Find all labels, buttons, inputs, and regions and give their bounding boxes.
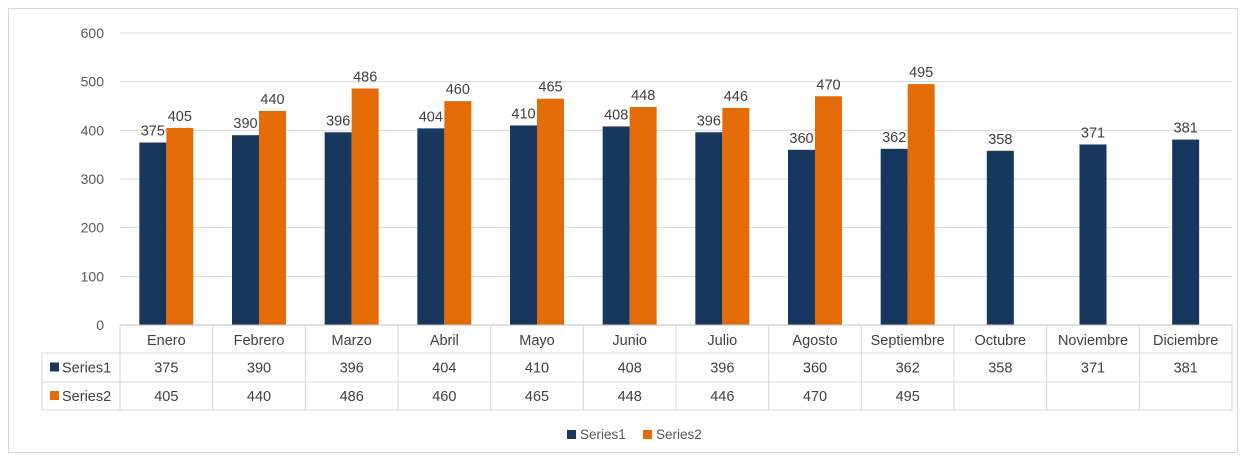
category-label: Diciembre <box>1153 333 1218 349</box>
bar-series2 <box>259 110 286 325</box>
table-cell: 465 <box>525 389 549 405</box>
table-cell: 470 <box>803 389 827 405</box>
table-cell: 408 <box>618 361 642 377</box>
table-cell: 375 <box>154 361 178 377</box>
category-label: Febrero <box>234 333 285 349</box>
data-label: 408 <box>604 107 628 123</box>
data-label: 375 <box>141 124 165 140</box>
data-label: 460 <box>446 82 470 98</box>
table-cell: 410 <box>525 361 549 377</box>
table-cell: 448 <box>618 389 642 405</box>
data-label: 396 <box>697 113 721 129</box>
table-series-name: Series1 <box>62 361 111 377</box>
category-label: Enero <box>147 333 186 349</box>
table-cell: 358 <box>988 361 1012 377</box>
bar-series1 <box>510 125 537 325</box>
category-label: Septiembre <box>871 333 945 349</box>
y-tick-label: 200 <box>81 220 105 236</box>
table-cell: 381 <box>1174 361 1198 377</box>
category-label: Octubre <box>975 333 1027 349</box>
bar-series1 <box>695 132 723 325</box>
bar-series2 <box>629 106 657 326</box>
legend-swatch-series1 <box>567 430 576 439</box>
category-label: Julio <box>707 333 737 349</box>
data-label: 448 <box>631 88 655 104</box>
table-cell: 460 <box>432 389 456 405</box>
y-tick-label: 400 <box>81 122 105 138</box>
bar-series2 <box>444 101 472 325</box>
bar-series2 <box>815 96 842 326</box>
bar-series2 <box>166 127 194 326</box>
data-label: 371 <box>1081 125 1105 141</box>
table-cell: 404 <box>432 361 456 377</box>
category-label: Junio <box>612 333 647 349</box>
category-label: Marzo <box>332 333 372 349</box>
y-tick-label: 600 <box>81 25 105 41</box>
y-tick-label: 100 <box>81 268 105 284</box>
bar-series2 <box>351 88 379 325</box>
y-tick-label: 500 <box>81 74 105 90</box>
category-label: Abril <box>430 333 459 349</box>
y-tick-label: 0 <box>96 317 104 333</box>
bar-series2 <box>907 84 935 325</box>
data-label: 404 <box>419 109 443 125</box>
table-cell: 405 <box>154 389 178 405</box>
table-cell: 360 <box>803 361 827 377</box>
category-label: Noviembre <box>1058 333 1128 349</box>
data-label: 446 <box>724 89 748 105</box>
y-tick-label: 300 <box>81 171 105 187</box>
bar-series1 <box>232 135 259 325</box>
table-cell: 371 <box>1081 361 1105 377</box>
legend-label: Series2 <box>656 427 702 442</box>
bar-series1 <box>139 142 167 325</box>
bar-series1 <box>324 132 352 325</box>
data-label: 465 <box>538 80 562 96</box>
table-cell: 446 <box>710 389 734 405</box>
bar-series1 <box>788 149 815 325</box>
table-cell: 486 <box>340 389 364 405</box>
category-label: Agosto <box>792 333 837 349</box>
table-cell: 495 <box>896 389 920 405</box>
table-cell: 396 <box>710 361 734 377</box>
table-cell: 396 <box>340 361 364 377</box>
bar-series1 <box>602 126 630 325</box>
bar-series1 <box>880 148 908 325</box>
data-label: 396 <box>326 113 350 129</box>
table-cell: 362 <box>896 361 920 377</box>
data-label: 486 <box>353 69 377 85</box>
table-legend-key <box>50 362 59 372</box>
legend-label: Series1 <box>580 427 626 442</box>
table-cell: 440 <box>247 389 271 405</box>
table-series-name: Series2 <box>62 389 111 405</box>
data-label: 381 <box>1174 121 1198 137</box>
bar-series1 <box>1172 139 1200 325</box>
bar-series1 <box>1079 144 1107 325</box>
table-cell: 390 <box>247 361 271 377</box>
data-label: 410 <box>511 106 535 122</box>
data-label: 440 <box>260 92 284 108</box>
data-label: 405 <box>168 109 192 125</box>
bar-series1 <box>986 150 1014 325</box>
data-label: 362 <box>882 130 906 146</box>
legend-swatch-series2 <box>643 430 652 439</box>
data-label: 390 <box>233 116 257 132</box>
bar-series1 <box>417 128 445 325</box>
table-legend-key <box>50 391 59 400</box>
category-label: Mayo <box>519 333 554 349</box>
data-label: 495 <box>909 65 933 81</box>
data-label: 470 <box>816 77 840 93</box>
data-label: 360 <box>789 131 813 147</box>
data-label: 358 <box>988 132 1012 148</box>
bar-series2 <box>722 107 750 326</box>
bar-series2 <box>537 98 564 325</box>
